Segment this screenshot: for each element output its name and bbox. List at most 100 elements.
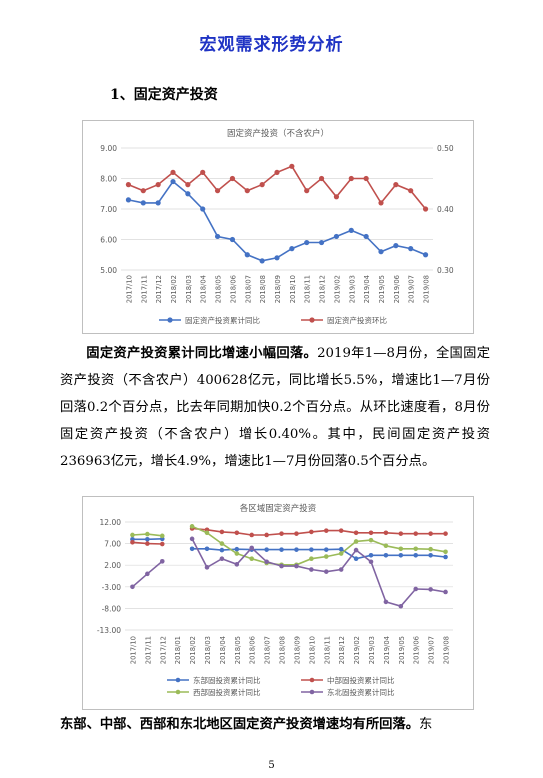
series-line <box>132 527 446 545</box>
y-tick-label: -13.00 <box>97 626 121 635</box>
legend-label: 东北固投资累计同比 <box>327 687 395 697</box>
data-point <box>145 531 150 537</box>
data-point <box>204 546 210 552</box>
data-point <box>348 227 354 233</box>
data-point <box>244 252 250 258</box>
data-point <box>383 543 389 549</box>
x-tick-label: 2019/03 <box>348 275 356 303</box>
x-tick-label: 2018/07 <box>244 275 252 303</box>
data-point <box>145 571 150 577</box>
data-point <box>353 556 359 562</box>
data-point <box>318 239 325 246</box>
y-tick-label: -3.00 <box>102 583 122 592</box>
data-point <box>309 556 314 562</box>
legend-marker <box>309 677 315 683</box>
data-point <box>140 188 146 194</box>
data-point <box>159 541 165 547</box>
y-tick-label: 8.00 <box>100 175 117 184</box>
data-point <box>264 532 269 538</box>
data-point <box>259 182 265 188</box>
data-point <box>398 603 404 609</box>
data-point <box>219 547 225 553</box>
legend-marker <box>167 317 173 323</box>
data-point <box>304 239 310 246</box>
data-point <box>368 537 374 543</box>
data-point <box>398 552 404 558</box>
chart-title: 固定资产投资（不含农户） <box>227 128 329 139</box>
data-point <box>309 529 314 535</box>
x-tick-label: 2019/04 <box>363 275 371 303</box>
data-point <box>279 531 284 536</box>
legend-marker <box>309 317 315 323</box>
data-point <box>234 546 240 552</box>
data-point <box>229 175 236 182</box>
x-tick-label: 2017/10 <box>129 636 137 664</box>
regional-investment-chart: 各区域固定资产投资 12.00 7.00 2.00 -3.00 -8.00 -13.00 20… <box>82 496 474 710</box>
data-point <box>413 546 419 552</box>
data-point <box>170 169 176 175</box>
x-tick-label: 2018/02 <box>189 636 197 664</box>
legend-marker <box>175 689 181 695</box>
data-point <box>125 197 132 203</box>
data-point <box>244 188 250 194</box>
data-point <box>383 552 389 558</box>
data-point <box>363 233 369 240</box>
data-point <box>200 169 206 175</box>
data-point <box>200 206 206 212</box>
data-point <box>155 182 161 188</box>
data-point <box>214 233 221 240</box>
y2-tick-label: 0.40 <box>437 205 454 214</box>
x-tick-label: 2019/08 <box>423 275 431 303</box>
data-point <box>383 599 389 605</box>
data-point <box>443 589 448 595</box>
data-point <box>422 252 429 258</box>
data-point <box>249 545 255 551</box>
data-point <box>368 552 374 558</box>
chart-title: 各区域固定资产投资 <box>240 503 317 514</box>
data-point <box>398 531 404 536</box>
data-point <box>279 563 284 569</box>
data-point <box>219 556 225 562</box>
x-tick-label: 2018/04 <box>219 636 227 664</box>
x-tick-label: 2019/07 <box>408 275 416 303</box>
data-point <box>393 182 399 188</box>
x-tick-label: 2018/09 <box>274 275 282 303</box>
x-tick-label: 2017/10 <box>125 275 133 303</box>
data-point <box>189 546 195 552</box>
data-point <box>304 188 310 194</box>
data-point <box>274 169 280 175</box>
data-point <box>428 531 433 536</box>
data-point <box>323 569 329 574</box>
x-tick-label: 2018/03 <box>185 275 193 303</box>
x-tick-label: 2019/05 <box>378 275 386 303</box>
data-point <box>443 531 448 536</box>
x-tick-label: 2018/06 <box>229 275 237 303</box>
data-point <box>413 531 419 536</box>
paragraph-investment-growth: 固定资产投资累计同比增速小幅回落。2019年1—8月份，全国固定资产投资（不含农… <box>60 340 490 475</box>
data-point <box>219 541 225 546</box>
data-point <box>145 536 150 542</box>
data-point <box>249 556 255 562</box>
data-point <box>259 258 265 264</box>
data-point <box>393 243 399 249</box>
data-point <box>125 182 132 188</box>
data-point <box>443 554 448 560</box>
y2-tick-label: 0.30 <box>437 266 454 275</box>
data-point <box>204 530 210 536</box>
paragraph-body: 东 <box>419 717 433 732</box>
legend-marker <box>175 677 181 683</box>
data-point <box>214 188 221 194</box>
data-point <box>155 200 161 206</box>
data-point <box>189 536 195 542</box>
legend-marker <box>309 689 315 695</box>
x-tick-label: 2019/06 <box>413 636 421 664</box>
data-point <box>159 533 165 539</box>
data-point <box>130 584 135 590</box>
page-number: 5 <box>268 760 275 771</box>
data-point <box>348 175 354 182</box>
series-line <box>128 180 426 262</box>
x-tick-label: 2018/08 <box>259 275 267 303</box>
data-point <box>378 200 384 206</box>
data-point <box>294 563 299 569</box>
x-tick-label: 2019/03 <box>368 636 376 664</box>
